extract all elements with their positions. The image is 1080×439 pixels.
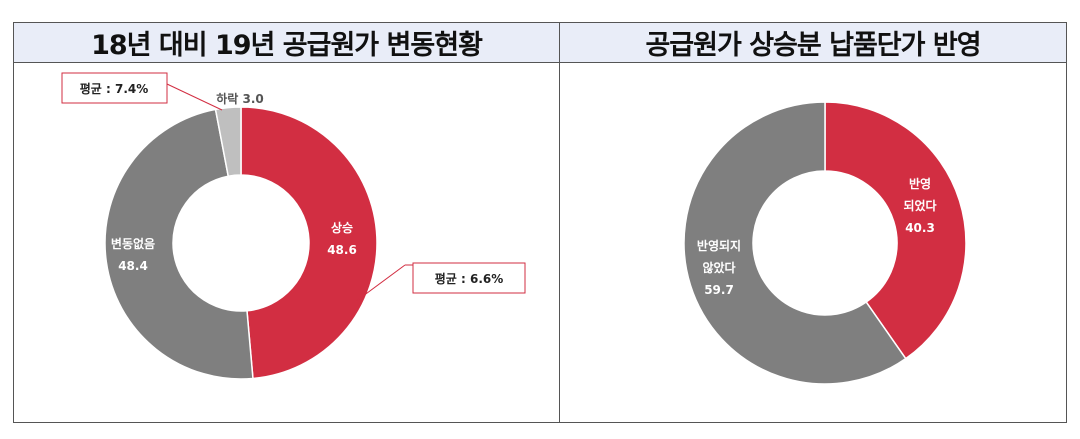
slice-label: 하락 3.0 (216, 91, 264, 106)
slice-label: 않았다 (702, 260, 735, 275)
slice-label: 되었다 (903, 198, 936, 213)
callout-text-up: 평균 : 6.6% (435, 272, 504, 286)
left-chart-title: 18년 대비 19년 공급원가 변동현황 (14, 23, 559, 63)
slice-label: 상승 (331, 220, 353, 235)
donut-slice (824, 101, 967, 360)
right-chart-title: 공급원가 상승분 납품단가 반영 (560, 23, 1066, 63)
donut-slice (214, 106, 242, 178)
slice-label: 40.3 (905, 221, 935, 235)
callout-box-up (412, 262, 526, 294)
slice-label: 반영되지 (697, 238, 741, 253)
callout-line-down (166, 83, 223, 111)
slice-label: 반영 (909, 176, 931, 191)
donut-slice (104, 108, 254, 380)
slice-label: 변동없음 (111, 236, 155, 251)
donut-slice (240, 106, 378, 380)
donut-slice (683, 101, 907, 385)
slice-label: 48.6 (327, 243, 357, 257)
callout-box-down (61, 72, 168, 104)
column-divider (559, 23, 560, 422)
chart-table: 18년 대비 19년 공급원가 변동현황 공급원가 상승분 납품단가 반영 (13, 22, 1067, 423)
callout-line-up (354, 264, 406, 303)
callout-text-down: 평균 : 7.4% (80, 82, 149, 96)
slice-label: 59.7 (704, 283, 734, 297)
slice-label: 48.4 (118, 259, 148, 273)
